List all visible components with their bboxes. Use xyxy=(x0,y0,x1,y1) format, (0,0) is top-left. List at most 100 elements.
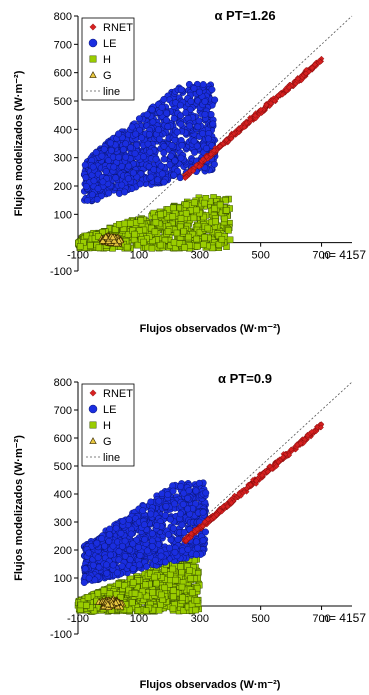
data-point-LE xyxy=(199,537,207,544)
y-tick-label: 800 xyxy=(54,11,72,23)
data-point-H xyxy=(170,239,178,246)
legend-label-RNET: RNET xyxy=(103,388,133,400)
x-tick-label: 500 xyxy=(251,250,269,262)
data-point-H xyxy=(126,219,134,227)
x-tick-label: 100 xyxy=(130,250,148,262)
y-tick-label: 200 xyxy=(54,181,72,193)
data-point-LE xyxy=(136,551,144,559)
data-point-LE xyxy=(103,569,111,577)
data-point-H xyxy=(161,566,168,573)
data-point-LE xyxy=(167,152,175,160)
data-point-H xyxy=(87,242,94,249)
data-point-LE xyxy=(105,189,113,197)
data-point-LE xyxy=(158,170,166,178)
data-point-H xyxy=(196,228,204,236)
data-point-LE xyxy=(153,522,161,529)
data-point-H xyxy=(193,243,201,250)
data-point-LE xyxy=(192,487,200,495)
data-point-H xyxy=(95,244,103,252)
data-point-LE xyxy=(122,153,130,161)
data-point-LE xyxy=(125,162,133,170)
data-point-LE xyxy=(193,142,201,150)
data-point-H xyxy=(169,605,177,613)
data-point-LE xyxy=(119,146,127,154)
data-point-LE xyxy=(208,86,216,94)
data-point-LE xyxy=(112,524,120,532)
data-point-LE xyxy=(195,479,203,487)
data-point-LE xyxy=(178,141,186,149)
data-point-G xyxy=(102,233,110,240)
data-point-LE xyxy=(148,542,156,550)
data-point-H xyxy=(191,199,198,206)
data-point-LE xyxy=(170,171,178,179)
data-point-LE xyxy=(199,130,207,138)
data-point-LE xyxy=(110,163,118,171)
data-point-H xyxy=(124,231,132,238)
data-point-LE xyxy=(148,106,156,114)
data-point-H xyxy=(187,575,195,582)
data-point-LE xyxy=(117,529,125,537)
data-point-LE xyxy=(148,530,156,538)
legend-label-line: line xyxy=(103,86,120,98)
data-point-LE xyxy=(127,144,135,152)
data-point-LE xyxy=(177,154,185,162)
panel-title: α PT=0.9 xyxy=(218,371,272,386)
data-point-LE xyxy=(94,185,102,193)
y-tick-label: 500 xyxy=(54,461,72,473)
data-point-LE xyxy=(144,140,152,148)
data-point-LE xyxy=(196,88,203,96)
data-point-H xyxy=(177,215,185,222)
data-point-LE xyxy=(158,490,166,498)
y-tick-label: 500 xyxy=(54,96,72,108)
data-point-LE xyxy=(107,139,115,147)
data-point-LE xyxy=(135,561,143,569)
data-point-H xyxy=(129,579,137,586)
data-point-H xyxy=(185,233,192,241)
data-point-H xyxy=(129,599,136,606)
data-point-LE xyxy=(207,110,215,118)
data-point-LE xyxy=(135,543,142,551)
x-tick-label: 300 xyxy=(191,613,209,625)
x-tick-label: 300 xyxy=(191,250,209,262)
y-tick-label: 700 xyxy=(54,39,72,51)
data-point-LE xyxy=(147,173,155,181)
data-point-H xyxy=(158,591,165,599)
data-point-LE xyxy=(211,160,218,168)
data-point-LE xyxy=(190,84,198,92)
data-point-LE xyxy=(109,542,117,550)
scatter-panel-2: -100 100 200 300 400 500 600 700 800 -100 100 300 50… xyxy=(13,371,366,691)
data-point-LE xyxy=(157,552,165,560)
data-point-LE xyxy=(126,546,134,554)
data-point-LE xyxy=(161,558,169,566)
data-point-LE xyxy=(160,142,168,150)
data-point-H xyxy=(169,587,177,594)
data-point-LE xyxy=(151,556,159,564)
data-point-LE xyxy=(171,500,178,508)
data-point-LE xyxy=(82,174,90,182)
data-point-H xyxy=(200,213,207,221)
data-point-H xyxy=(112,226,119,233)
data-point-H xyxy=(225,227,232,234)
y-tick-label: 200 xyxy=(54,545,72,557)
legend-label-H: H xyxy=(103,420,111,432)
data-point-LE xyxy=(158,103,166,111)
y-tick-label: -100 xyxy=(50,629,72,641)
one-to-one-line xyxy=(108,15,353,243)
data-point-LE xyxy=(107,147,115,154)
data-point-LE xyxy=(160,149,168,157)
data-point-LE xyxy=(199,508,207,516)
data-point-G xyxy=(110,236,118,244)
data-point-LE xyxy=(201,110,209,118)
data-point-H xyxy=(222,196,229,204)
data-point-LE xyxy=(174,535,182,543)
data-point-LE xyxy=(112,174,120,182)
data-point-LE xyxy=(170,524,177,532)
data-point-LE xyxy=(162,502,170,510)
y-tick-label: -100 xyxy=(50,266,72,278)
data-point-LE xyxy=(127,530,135,538)
data-point-H xyxy=(164,228,172,235)
y-axis-title: Flujos modelizados (W·m⁻²) xyxy=(13,435,25,581)
